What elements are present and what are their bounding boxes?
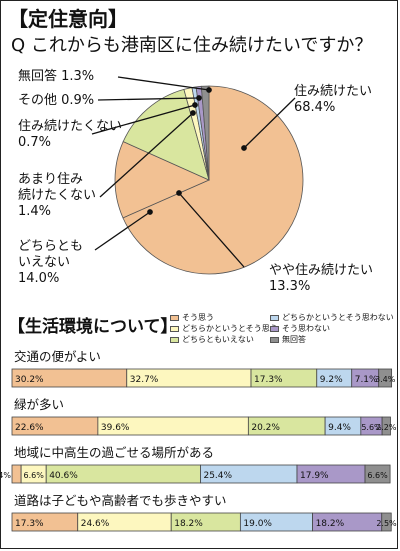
bar-segment: [11, 464, 22, 484]
row-title-walkable-roads: 道路は子どもや高齢者でも歩きやすい: [14, 493, 227, 508]
bar-data-label: 3.4%: [375, 375, 396, 384]
leader-somewhat: [178, 192, 245, 268]
label-not-much-line2: 続けたくない: [18, 188, 97, 203]
label-somewhat-line1: やや住み続けたい: [269, 263, 374, 278]
legend-swatch: [170, 326, 179, 332]
bar-data-label: 20.2%: [251, 423, 280, 433]
legend-swatch: [270, 337, 279, 343]
legend-label: どちらともいえない: [182, 335, 254, 344]
legend-label: どちらかというとそう思わない: [282, 313, 394, 322]
label-noans: 無回答 1.3%: [18, 69, 95, 84]
label-neither-line3: 14.0%: [18, 271, 60, 286]
bar-segment: [381, 512, 392, 532]
bar-data-label: 19.0%: [243, 519, 272, 529]
bar-data-label: 5.6%: [361, 423, 382, 432]
row-title-greenery: 緑が多い: [14, 397, 65, 412]
legend-swatch: [170, 337, 179, 343]
bar-data-label: 9.4%: [328, 423, 351, 433]
section-title-environment: 【生活環境について】: [8, 317, 178, 337]
bar-data-label: 18.2%: [174, 519, 203, 529]
leader-not: [91, 104, 196, 135]
label-not-line2: 0.7%: [18, 135, 52, 150]
legend-label: どちらかというとそう思う: [182, 324, 278, 333]
bar-data-label: 17.3%: [15, 519, 44, 529]
label-want: 住み続けたい 68.4%: [294, 84, 372, 116]
bar-data-label: 2.4%: [0, 471, 11, 480]
leader-dot-not-much: [190, 110, 196, 116]
slice-neither: [122, 88, 210, 181]
label-not-much-line3: 1.4%: [18, 204, 52, 219]
label-want-line2: 68.4%: [294, 100, 336, 115]
leader-dot-somewhat: [176, 190, 182, 196]
leader-neither: [94, 211, 151, 251]
slice-want: [122, 85, 304, 275]
leader-dot-other: [196, 95, 202, 101]
label-somewhat: やや住み続けたい 13.3%: [269, 263, 373, 295]
question-text: Q これからも港南区に住み続けたいですか？: [11, 35, 373, 56]
bar-data-label: 6.6%: [23, 471, 44, 480]
label-somewhat-line2: 13.3%: [269, 279, 311, 294]
bar-segment: [381, 416, 391, 436]
bar-data-label: 17.3%: [254, 375, 283, 385]
legend-label: そう思わない: [282, 324, 330, 333]
section-title-settlement: 【定住意向】: [8, 7, 128, 31]
bar-data-label: 6.6%: [367, 471, 388, 480]
leader-want: [243, 97, 296, 149]
bar-data-label: 17.9%: [300, 471, 329, 481]
bar-data-label: 25.4%: [203, 471, 232, 481]
slice-noans: [200, 85, 210, 181]
label-neither: どちらとも いえない 14.0%: [18, 239, 83, 287]
bar-data-label: 9.2%: [320, 375, 343, 385]
bar-segment: [364, 464, 391, 484]
bar-data-label: 22.6%: [15, 423, 44, 433]
legend-swatch: [170, 315, 179, 321]
leader-dot-not: [192, 102, 198, 108]
label-not-much-line1: あまり住み: [18, 172, 84, 187]
bar-data-label: 40.6%: [49, 471, 78, 481]
legend-swatch: [270, 326, 279, 332]
leader-dot-noans: [206, 87, 212, 93]
leader-dot-want: [241, 145, 247, 151]
label-other: その他 0.9%: [18, 93, 95, 108]
label-not: 住み続けたくない 0.7%: [18, 119, 122, 151]
bar-data-label: 24.6%: [81, 519, 110, 529]
legend-swatch: [270, 315, 279, 321]
label-not-much: あまり住み 続けたくない 1.4%: [18, 172, 96, 220]
leader-not-much: [99, 112, 194, 198]
label-neither-line1: どちらとも: [18, 239, 84, 254]
bar-data-label: 30.2%: [15, 375, 44, 385]
bar-segment: [378, 368, 393, 388]
leader-noans: [117, 76, 210, 91]
bar-data-label: 2.2%: [376, 423, 397, 432]
row-title-youth-places: 地域に中高生の過ごせる場所がある: [14, 445, 215, 460]
legend-label: そう思う: [182, 313, 214, 322]
label-not-line1: 住み続けたくない: [18, 119, 123, 134]
slice-somewhat: [114, 141, 210, 219]
bar-data-label: 32.7%: [130, 375, 159, 385]
bar-data-label: 2.5%: [376, 519, 397, 528]
leader-other: [97, 97, 200, 101]
label-want-line1: 住み続けたい: [294, 84, 373, 99]
leader-dot-neither: [147, 209, 153, 215]
bar-data-label: 18.2%: [316, 519, 345, 529]
bar-data-label: 39.6%: [101, 423, 130, 433]
bar-data-label: 7.1%: [355, 375, 378, 385]
legend-label: 無回答: [282, 335, 306, 344]
label-neither-line2: いえない: [18, 255, 71, 270]
row-title-transport: 交通の便がよい: [14, 349, 101, 364]
